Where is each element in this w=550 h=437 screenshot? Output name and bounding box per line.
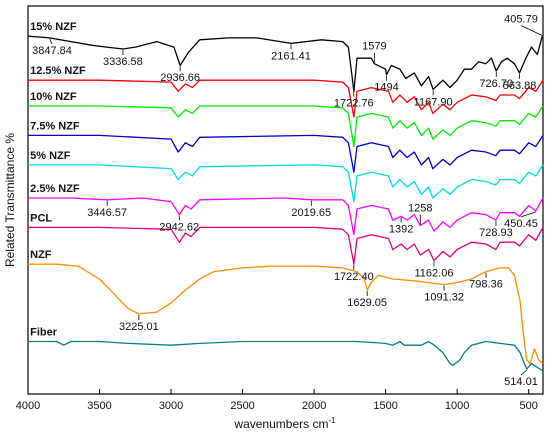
series-line-fiber bbox=[28, 340, 544, 372]
x-tick-label: 500 bbox=[520, 400, 538, 412]
annotation-label: 2942.62 bbox=[159, 221, 199, 233]
annotation-leader bbox=[520, 25, 543, 36]
x-tick-label: 4000 bbox=[16, 400, 40, 412]
annotation-label: 405.79 bbox=[504, 13, 538, 25]
x-tick-label: 1000 bbox=[445, 400, 469, 412]
series-label-fiber: Fiber bbox=[30, 327, 58, 339]
annotation-label: 726.70 bbox=[479, 78, 513, 90]
annotation-label: 1629.05 bbox=[347, 297, 387, 309]
x-axis-title: wavenumbers cm-1 bbox=[233, 416, 336, 431]
annotation-leader bbox=[520, 369, 527, 376]
annotation-leader bbox=[520, 211, 536, 218]
series-line-12-5-nzf bbox=[28, 79, 544, 118]
x-tick-label: 3000 bbox=[159, 400, 183, 412]
annotation-label: 1258 bbox=[408, 203, 432, 215]
series-line-2-5-nzf bbox=[28, 197, 544, 236]
series-layer bbox=[27, 35, 544, 372]
annotation-label: 563.88 bbox=[503, 80, 537, 92]
x-tick-label: 2000 bbox=[302, 400, 326, 412]
series-label-10-nzf: 10% NZF bbox=[30, 91, 77, 103]
annotation-label: 1091.32 bbox=[424, 291, 464, 303]
annotation-label: 3847.84 bbox=[32, 45, 72, 57]
series-label-5-nzf: 5% NZF bbox=[30, 150, 71, 162]
annotation-label: 1579 bbox=[362, 41, 386, 53]
annotation-label: 514.01 bbox=[504, 376, 538, 388]
series-line-10-nzf bbox=[28, 105, 544, 148]
annotation-label: 2019.65 bbox=[291, 207, 331, 219]
series-label-nzf: NZF bbox=[30, 249, 52, 261]
series-label-15-nzf: 15% NZF bbox=[30, 21, 77, 33]
annotation-layer: 3847.84 3336.58 2936.66 2161.41 1722.76 1579 1… bbox=[32, 13, 543, 388]
plot-frame bbox=[27, 5, 544, 395]
annotation-label: 1494 bbox=[374, 82, 398, 94]
series-label-12-5-nzf: 12.5% NZF bbox=[30, 65, 86, 77]
annotation-leader bbox=[49, 38, 53, 45]
series-line-15-nzf bbox=[27, 35, 543, 92]
series-line-pcl bbox=[28, 226, 544, 265]
annotation-label: 2936.66 bbox=[160, 72, 200, 84]
annotation-label: 3446.57 bbox=[87, 207, 127, 219]
series-label-2-5-nzf: 2.5% NZF bbox=[30, 183, 80, 195]
annotation-label: 1722.40 bbox=[334, 271, 374, 283]
x-axis-title-superscript: -1 bbox=[328, 416, 336, 425]
x-axis-title-text: wavenumbers cm bbox=[233, 417, 328, 431]
annotation-label: 1167.90 bbox=[414, 96, 453, 108]
annotation-label: 3225.01 bbox=[119, 321, 159, 333]
series-label-7-5-nzf: 7.5% NZF bbox=[30, 120, 80, 132]
annotation-label: 1162.06 bbox=[415, 268, 454, 280]
annotation-label: 450.45 bbox=[504, 218, 538, 230]
series-label-pcl: PCL bbox=[30, 212, 52, 224]
annotation-label: 728.93 bbox=[479, 227, 513, 239]
annotation-label: 798.36 bbox=[469, 279, 503, 291]
x-tick-label: 2500 bbox=[230, 400, 254, 412]
annotation-label: 3336.58 bbox=[103, 56, 143, 68]
annotation-label: 1722.76 bbox=[334, 97, 374, 109]
series-line-nzf bbox=[28, 263, 544, 365]
annotation-label: 1392 bbox=[389, 223, 413, 235]
x-tick-layer: 4000 3500 3000 2500 2000 1500 1000 500 bbox=[16, 389, 538, 412]
series-line-5-nzf bbox=[28, 164, 544, 203]
x-tick-label: 3500 bbox=[87, 400, 111, 412]
series-line-7-5-nzf bbox=[28, 134, 544, 173]
x-tick-label: 1500 bbox=[373, 400, 397, 412]
annotation-label: 2161.41 bbox=[271, 50, 311, 62]
series-label-layer: 15% NZF 12.5% NZF 10% NZF 7.5% NZF 5% NZF 2.5… bbox=[30, 21, 86, 338]
y-axis-title: Related Transmittance % bbox=[3, 133, 17, 267]
